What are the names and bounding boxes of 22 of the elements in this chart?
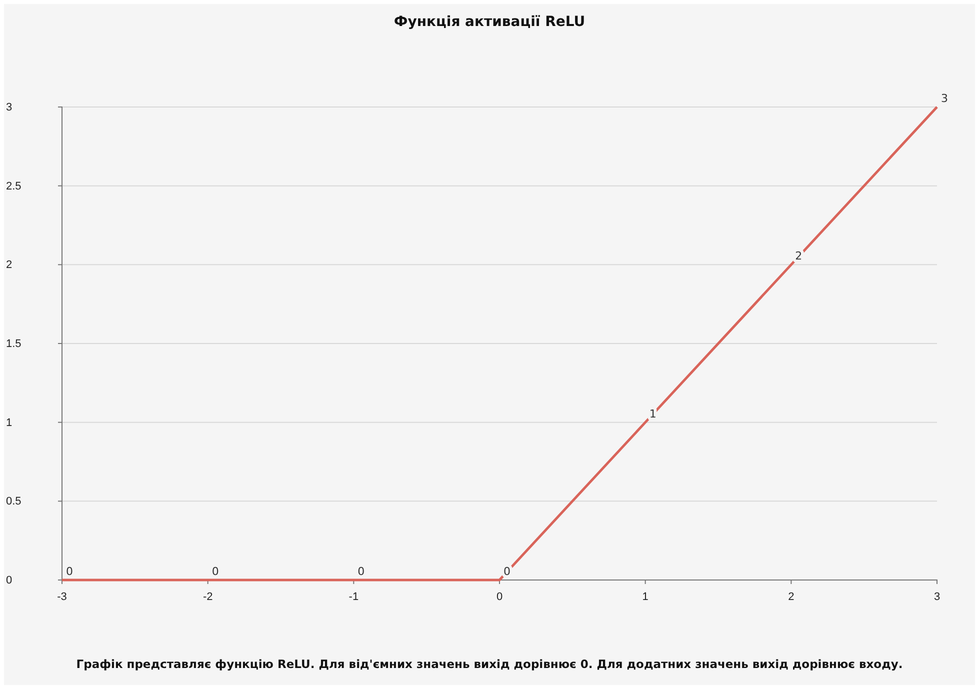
line-series xyxy=(60,106,938,582)
y-tick-label: 3 xyxy=(6,102,12,114)
y-tick-label: 2.5 xyxy=(6,180,22,192)
y-tick-label: 1.5 xyxy=(6,338,22,350)
data-label: 0 xyxy=(358,565,365,578)
x-tick-label: 2 xyxy=(788,590,794,603)
y-tick-label: 2 xyxy=(6,259,12,272)
x-tick-label: 3 xyxy=(934,590,940,603)
y-tick-label: 1 xyxy=(6,416,12,429)
text: Графік представляє функцію ReLU. Для від'ємних значень вихід дорівнює 0. Для додатних значень вихід дорівнює входу. xyxy=(76,657,903,671)
data-label: 0 xyxy=(212,565,219,578)
x-tick-label: 0 xyxy=(496,590,503,603)
data-label: 3 xyxy=(941,92,948,105)
x-tick-label: -1 xyxy=(348,590,359,603)
x-tick-label: 1 xyxy=(642,590,648,603)
data-label: 0 xyxy=(504,565,510,578)
x-tick-label: -3 xyxy=(57,590,67,603)
x-tick-label: -2 xyxy=(202,590,213,603)
data-label: 0 xyxy=(66,565,73,578)
chart-title: Функція активації ReLU xyxy=(394,14,586,30)
y-tick-label: 0.5 xyxy=(6,496,22,508)
y-tick-label: 0 xyxy=(6,574,12,587)
